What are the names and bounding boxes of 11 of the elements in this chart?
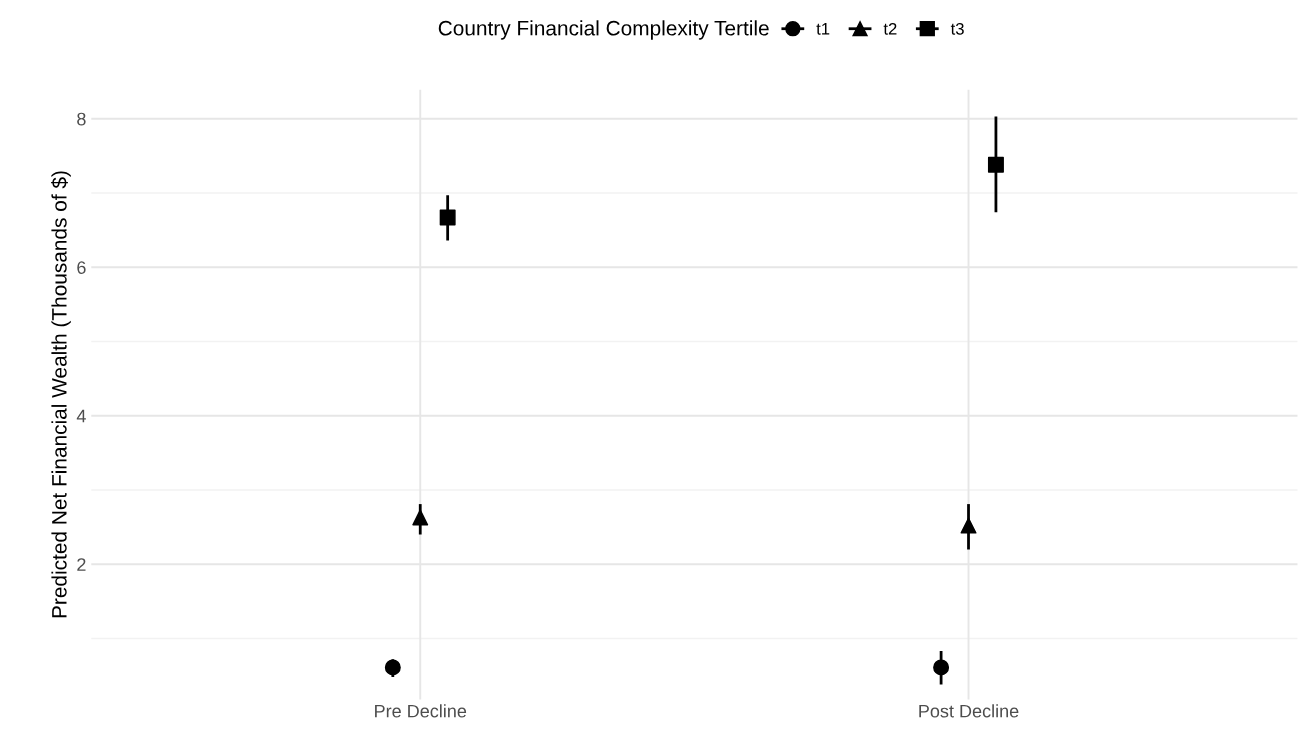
x-tick-label: Post Decline <box>919 704 1019 718</box>
legend-label: t3 <box>950 22 964 35</box>
y-tick-label: 6 <box>77 261 86 274</box>
x-tick-label: Pre Decline <box>375 704 467 718</box>
y-axis-title: Predicted Net Financial Wealth (Thousands of $) <box>51 171 71 618</box>
y-tick-label: 4 <box>76 409 86 423</box>
legend-label: t1 <box>816 23 830 35</box>
legend-label: t2 <box>883 22 897 35</box>
y-tick-label: 8 <box>77 112 86 126</box>
y-tick-label: 2 <box>77 558 86 571</box>
legend-title: Country Financial Complexity Tertile <box>438 20 769 40</box>
